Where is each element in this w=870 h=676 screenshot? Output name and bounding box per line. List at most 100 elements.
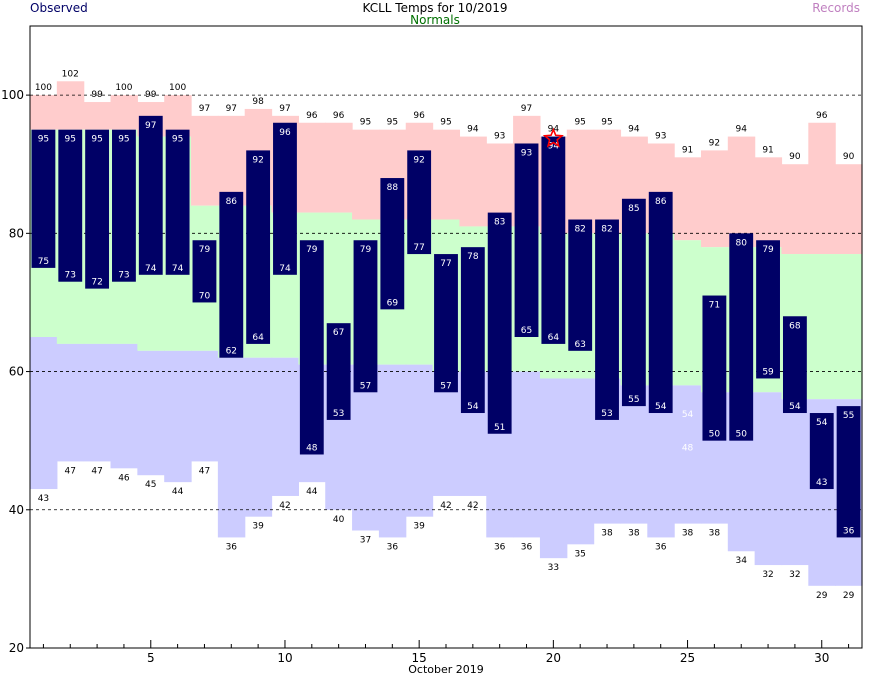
record-high-band (674, 157, 702, 241)
y-tick-label: 60 (9, 365, 24, 379)
record-low-label: 42 (279, 501, 290, 511)
observed-bar-layer (31, 115, 861, 538)
observed-low-label: 53 (333, 409, 344, 419)
record-high-band (110, 95, 138, 130)
observed-bar (58, 129, 83, 282)
observed-bar (809, 413, 834, 490)
observed-high-label: 67 (333, 328, 344, 338)
observed-low-label: 75 (38, 257, 49, 267)
observed-low-label: 54 (789, 402, 801, 412)
observed-low-label: 74 (172, 264, 184, 274)
record-low-label: 42 (467, 501, 478, 511)
record-high-band (808, 122, 836, 255)
record-high-band (727, 136, 756, 248)
observed-low-label: 51 (494, 423, 505, 433)
record-high-label: 99 (91, 90, 103, 100)
observed-bar (434, 254, 458, 393)
record-low-label: 29 (816, 591, 828, 601)
record-high-band (459, 136, 487, 227)
observed-high-label: 86 (226, 197, 238, 207)
observed-bar (31, 129, 56, 268)
observed-low-label: 59 (762, 367, 774, 377)
record-low-label: 32 (789, 570, 800, 580)
observed-high-label: 54 (816, 418, 828, 428)
value-label-layer: 100 43 95 75 102 47 95 73 99 47 95 72 100 46 95 73 99 45 9… (35, 69, 855, 601)
record-high-band (432, 129, 461, 220)
observed-bar (192, 240, 217, 303)
record-low-label: 36 (521, 542, 533, 552)
observed-low-label: 64 (252, 333, 264, 343)
observed-low-label: 50 (709, 430, 721, 440)
record-low-label: 36 (655, 542, 667, 552)
record-high-label: 96 (306, 111, 318, 121)
record-high-band (191, 115, 219, 206)
record-low-band (674, 385, 702, 524)
record-low-label: 35 (574, 549, 585, 559)
record-high-label: 91 (682, 145, 693, 155)
observed-high-label: 95 (118, 135, 129, 145)
record-low-band (566, 378, 595, 545)
record-low-label: 36 (494, 542, 506, 552)
observed-low-label: 57 (360, 381, 371, 391)
observed-low-label: 55 (628, 395, 639, 405)
observed-low-label: 54 (467, 402, 479, 412)
observed-high-label: 97 (145, 121, 156, 131)
record-low-band (244, 357, 273, 517)
chart-title: KCLL Temps for 10/2019 (362, 1, 508, 15)
record-low-band (83, 343, 112, 462)
record-low-label: 36 (226, 542, 238, 552)
observed-bar (595, 219, 619, 420)
x-tick-label: 25 (680, 651, 695, 665)
record-high-band (298, 122, 326, 213)
observed-bar (487, 212, 512, 434)
record-high-label: 100 (35, 83, 52, 93)
x-tick-label: 20 (546, 651, 561, 665)
record-high-label: 97 (521, 104, 532, 114)
observed-low-label: 77 (413, 243, 424, 253)
record-low-label: 43 (38, 494, 49, 504)
record-low-label: 44 (306, 487, 318, 497)
observed-high-label: 79 (199, 245, 211, 255)
observed-low-label: 72 (91, 278, 102, 288)
observed-high-label: 85 (628, 204, 639, 214)
observed-high-label: 95 (65, 135, 76, 145)
record-high-label: 95 (360, 118, 371, 128)
y-tick-label: 80 (9, 226, 24, 240)
observed-low-label: 70 (199, 291, 211, 301)
record-low-label: 37 (360, 536, 371, 546)
observed-high-label: 86 (655, 197, 667, 207)
observed-low-label: 65 (521, 326, 532, 336)
observed-high-label: 92 (413, 155, 424, 165)
observed-high-label: 96 (279, 128, 291, 138)
observed-high-label: 79 (762, 245, 774, 255)
record-high-band (754, 157, 783, 248)
record-low-label: 36 (387, 542, 399, 552)
record-high-band (325, 122, 353, 213)
observed-high-label: 79 (360, 245, 372, 255)
record-high-label: 96 (816, 111, 828, 121)
record-high-band (835, 164, 863, 255)
record-high-band (593, 129, 622, 234)
observed-low-label: 64 (548, 333, 560, 343)
observed-high-label: 71 (709, 301, 720, 311)
record-high-band (566, 129, 595, 234)
record-low-band (781, 399, 809, 566)
observed-high-label: 77 (440, 259, 451, 269)
record-low-band (217, 357, 246, 538)
normal-band (808, 254, 836, 400)
record-low-label: 46 (118, 473, 130, 483)
x-tick-label: 15 (412, 651, 427, 665)
observed-bar (219, 191, 244, 358)
observed-high-label: 95 (172, 135, 183, 145)
observed-low-label: 50 (735, 430, 747, 440)
observed-bar (112, 129, 136, 282)
record-high-label: 94 (735, 125, 747, 135)
record-high-label: 96 (333, 111, 345, 121)
record-low-label: 39 (252, 522, 264, 532)
observed-high-label: 83 (494, 218, 505, 228)
record-high-label: 99 (145, 90, 157, 100)
observed-bar (836, 406, 861, 538)
record-low-label: 38 (628, 529, 640, 539)
record-high-label: 91 (762, 145, 773, 155)
